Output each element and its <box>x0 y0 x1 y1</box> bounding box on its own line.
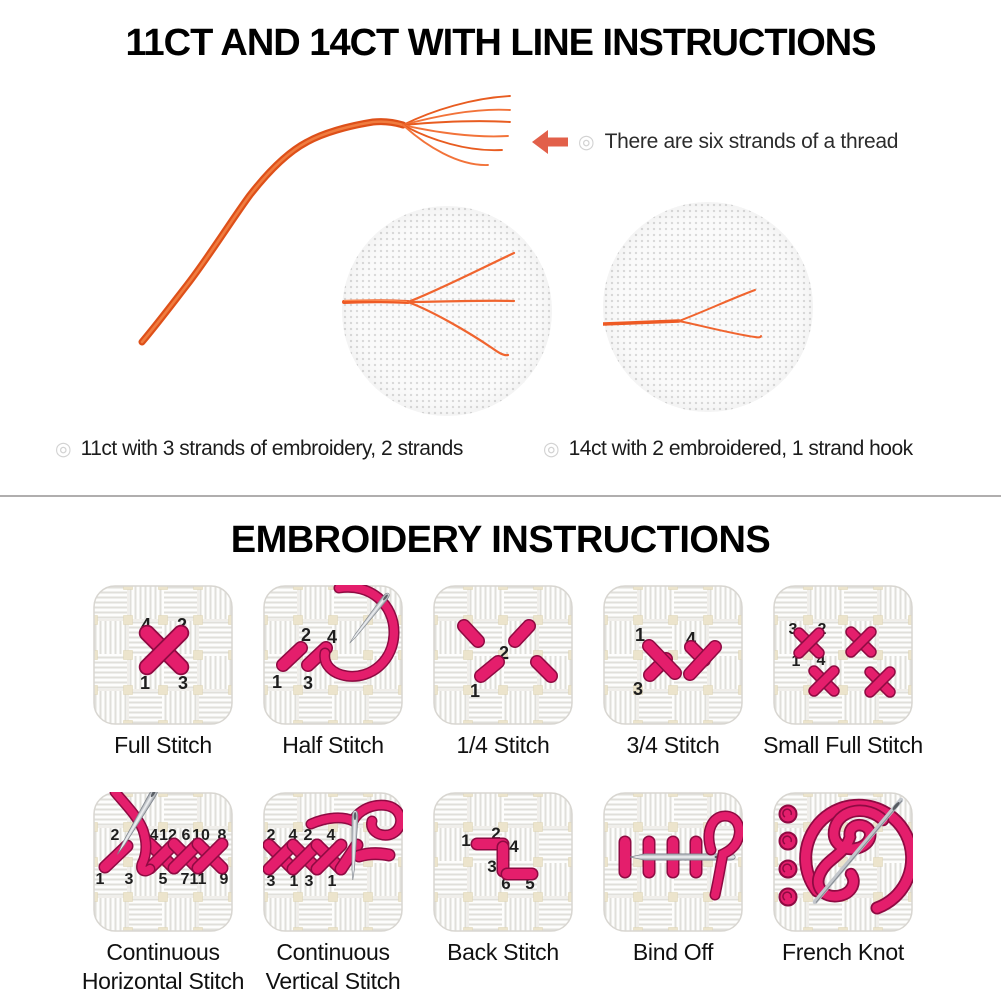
section-divider <box>0 495 1001 497</box>
arrow-left-icon <box>532 130 568 154</box>
fabric-circle-14ct <box>603 202 813 412</box>
ring-bullet-icon: ◎ <box>543 438 560 460</box>
svg-text:3: 3 <box>789 621 798 638</box>
svg-text:4: 4 <box>686 629 696 649</box>
stitch-tile-small-full-stitch: 3 2 1 4 Small Full Stitch <box>763 585 923 795</box>
stitch-tile-back-stitch: 1 2 4 3 6 5 Back Stitch <box>433 792 573 1001</box>
svg-text:6: 6 <box>182 827 191 844</box>
full-stitch-diagram: 4 2 1 3 <box>93 585 233 725</box>
svg-text:9: 9 <box>220 871 229 888</box>
tile-label: Full Stitch <box>114 732 212 758</box>
svg-text:1: 1 <box>635 625 645 645</box>
stitch-tile-half-stitch: 2 4 1 3 Half Stitch <box>263 585 403 795</box>
svg-text:4: 4 <box>509 837 519 856</box>
stitch-tile-quarter-stitch: 2 1 1/4 Stitch <box>433 585 573 795</box>
svg-text:7: 7 <box>181 871 190 888</box>
thread-split-3 <box>342 251 516 357</box>
caption-14ct: ◎ 14ct with 2 embroidered, 1 strand hook <box>543 437 913 460</box>
svg-text:2: 2 <box>111 827 120 844</box>
thread-strands <box>402 95 511 166</box>
svg-text:1: 1 <box>461 831 470 850</box>
fabric-circle-11ct <box>342 206 552 416</box>
caption-11ct: ◎ 11ct with 3 strands of embroidery, 2 s… <box>55 437 463 460</box>
svg-text:4: 4 <box>327 627 337 647</box>
stitch-tile-french-knot: French Knot <box>773 792 913 1001</box>
svg-text:1: 1 <box>272 672 282 692</box>
bind-off-diagram <box>603 792 743 932</box>
svg-text:3: 3 <box>178 673 188 693</box>
continuous-vertical-diagram: 2 4 2 4 3 1 3 1 <box>263 792 403 932</box>
svg-text:5: 5 <box>525 874 534 893</box>
page-title: 11CT AND 14CT WITH LINE INSTRUCTIONS <box>125 22 876 64</box>
tile-label: Half Stitch <box>282 732 384 758</box>
svg-text:4: 4 <box>817 652 826 669</box>
tile-label: 1/4 Stitch <box>456 732 550 758</box>
tile-label: Continuous Vertical Stitch <box>265 939 401 994</box>
note-text: There are six strands of a thread <box>604 130 899 153</box>
six-strands-note: ◎ There are six strands of a thread <box>532 129 898 155</box>
svg-text:2: 2 <box>267 827 276 844</box>
floss-thread-illustration <box>138 95 511 346</box>
svg-text:11: 11 <box>190 871 207 888</box>
svg-text:3: 3 <box>633 679 643 699</box>
small-full-stitch-diagram: 3 2 1 4 <box>773 585 913 725</box>
knot-dots <box>778 804 798 907</box>
svg-text:2: 2 <box>491 824 500 843</box>
svg-text:2: 2 <box>301 625 311 645</box>
continuous-horizontal-diagram: 2 4 12 6 10 8 1 3 5 7 11 9 <box>93 792 233 932</box>
stitch-tile-continuous-vertical: 2 4 2 4 3 1 3 1 Continuous Verti <box>263 792 403 1001</box>
stitch-row-2: 2 4 12 6 10 8 1 3 5 7 11 9 <box>82 792 913 1001</box>
svg-text:4: 4 <box>150 827 159 844</box>
svg-text:8: 8 <box>218 827 227 844</box>
stitch-tile-three-quarter-stitch: 1 4 2 3 3/4 Stitch <box>603 585 743 795</box>
tile-label: Bind Off <box>632 939 714 965</box>
quarter-stitch-diagram: 2 1 <box>433 585 573 725</box>
tile-label: Back Stitch <box>447 939 559 965</box>
svg-text:1: 1 <box>96 871 105 888</box>
svg-text:4: 4 <box>327 827 336 844</box>
svg-text:1: 1 <box>328 873 337 890</box>
svg-text:1: 1 <box>792 653 801 670</box>
needle-icon <box>812 797 904 905</box>
svg-text:3: 3 <box>305 873 314 890</box>
svg-text:1: 1 <box>290 873 299 890</box>
three-quarter-stitch-diagram: 1 4 2 3 <box>603 585 743 725</box>
svg-text:3: 3 <box>267 873 276 890</box>
svg-text:3: 3 <box>125 871 134 888</box>
svg-text:6: 6 <box>501 874 510 893</box>
svg-text:1: 1 <box>140 673 150 693</box>
stitch-tile-bind-off: Bind Off <box>603 792 743 1001</box>
svg-text:3: 3 <box>487 857 496 876</box>
embroidery-title: EMBROIDERY INSTRUCTIONS <box>230 519 771 561</box>
half-stitch-diagram: 2 4 1 3 <box>263 585 403 725</box>
back-stitch-diagram: 1 2 4 3 6 5 <box>433 792 573 932</box>
tile-label: Small Full Stitch <box>763 732 923 758</box>
tile-label: Continuous Horizontal Stitch <box>81 939 245 994</box>
thread-split-2 <box>603 289 762 339</box>
ring-bullet-icon: ◎ <box>578 131 595 153</box>
svg-text:2: 2 <box>499 643 509 663</box>
svg-text:3: 3 <box>303 673 313 693</box>
stitch-row-1: 4 2 1 3 Full Stitch 2 4 1 3 <box>93 585 923 795</box>
svg-text:5: 5 <box>159 871 168 888</box>
tile-label: French Knot <box>782 939 904 965</box>
svg-text:4: 4 <box>289 827 298 844</box>
stitch-tile-continuous-horizontal: 2 4 12 6 10 8 1 3 5 7 11 9 <box>82 792 244 1001</box>
french-knot-diagram <box>773 792 913 932</box>
tile-label: 3/4 Stitch <box>626 732 720 758</box>
ring-bullet-icon: ◎ <box>55 438 72 460</box>
svg-text:2: 2 <box>304 827 313 844</box>
stitch-tile-full-stitch: 4 2 1 3 Full Stitch <box>93 585 233 795</box>
svg-text:1: 1 <box>470 681 480 701</box>
